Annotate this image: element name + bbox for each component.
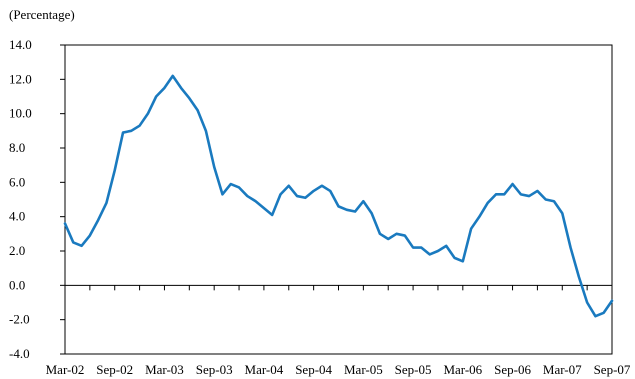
plot-frame xyxy=(64,44,613,355)
x-axis: Mar-02 Sep-02 Mar-03 Sep-03 Mar-04 Sep-04 Mar-… xyxy=(46,285,631,377)
x-tick-label: Sep-05 xyxy=(395,362,432,377)
y-axis: 14.0 12.0 10.0 8.0 6.0 4.0 2.0 0.0 -2.0 -4.0 xyxy=(9,37,613,361)
y-tick-label: 0.0 xyxy=(9,277,25,292)
y-tick-label: 2.0 xyxy=(9,243,25,258)
y-unit-label: (Percentage) xyxy=(9,7,75,22)
y-tick-label: 4.0 xyxy=(9,209,25,224)
series-line xyxy=(63,74,614,318)
y-tick-label: 12.0 xyxy=(9,71,32,86)
x-tick-label: Sep-02 xyxy=(96,362,133,377)
x-tick-label: Mar-05 xyxy=(344,362,383,377)
series-group xyxy=(63,74,614,318)
y-tick-label: -2.0 xyxy=(9,312,30,327)
x-tick-label: Mar-04 xyxy=(245,362,284,377)
y-tick-label: 14.0 xyxy=(9,37,32,52)
x-tick-label: Mar-03 xyxy=(145,362,184,377)
x-tick-label: Sep-04 xyxy=(295,362,332,377)
x-tick-label: Mar-06 xyxy=(443,362,482,377)
y-tick-label: -4.0 xyxy=(9,346,30,361)
x-tick-label: Sep-07 xyxy=(594,362,631,377)
x-tick-label: Sep-06 xyxy=(494,362,531,377)
y-tick-label: 8.0 xyxy=(9,140,25,155)
x-tick-label: Mar-07 xyxy=(543,362,582,377)
x-tick-label: Sep-03 xyxy=(196,362,233,377)
y-tick-label: 10.0 xyxy=(9,106,32,121)
x-tick-label: Mar-02 xyxy=(46,362,85,377)
y-tick-label: 6.0 xyxy=(9,174,25,189)
